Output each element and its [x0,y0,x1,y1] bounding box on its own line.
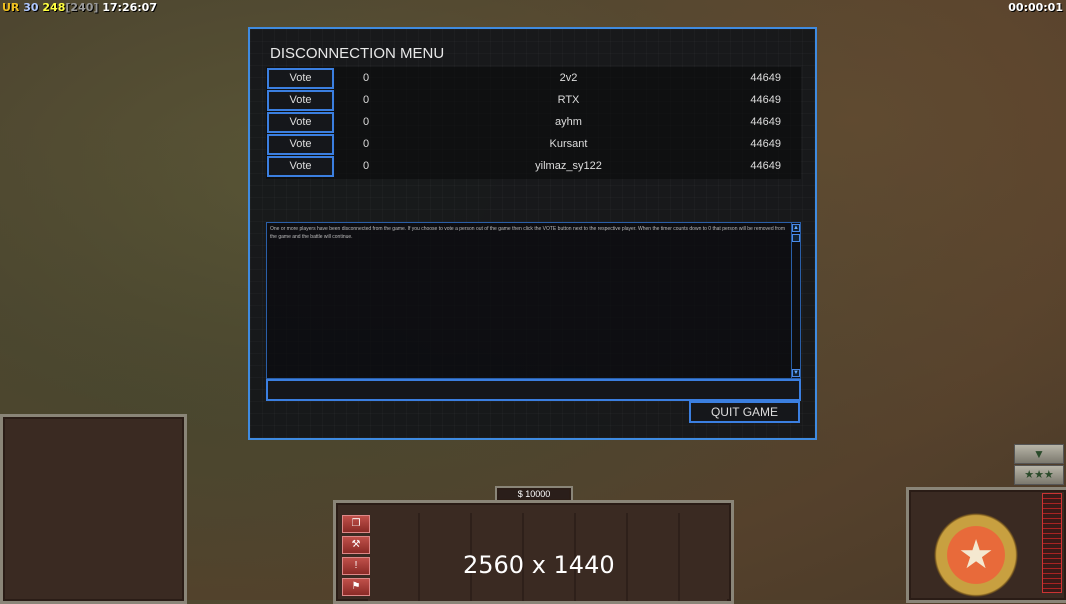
player-name: yilmaz_sy122 [535,160,602,172]
build-slots[interactable] [368,513,727,601]
resolution-overlay: 2560 x 1440 [463,551,615,579]
rank-meter [1042,493,1062,593]
player-name: RTX [557,94,580,106]
player-name: ayhm [555,116,582,128]
player-name: Kursant [549,138,588,150]
general-portrait-panel: ★ [906,487,1066,603]
ur-value: 30 [23,1,39,14]
player-row: Vote 0 2v2 44649 [266,67,801,89]
quit-game-button[interactable]: QUIT GAME [689,401,800,423]
message-box: One or more players have been disconnect… [266,222,801,379]
fps-value: 248 [42,1,66,14]
vote-count: 0 [363,94,370,106]
chat-input[interactable] [266,379,801,401]
player-row: Vote 0 yilmaz_sy122 44649 [266,155,801,177]
collapse-down-icon[interactable]: ▼ [1014,444,1064,464]
vote-count: 0 [363,138,370,150]
disconnection-dialog: DISCONNECTION MENU Vote 0 2v2 44649 Vote 0 RT… [248,27,817,440]
scroll-up-icon[interactable]: ▲ [792,224,800,232]
vote-button[interactable]: Vote [267,156,334,177]
disconnect-message: One or more players have been disconnect… [270,226,786,240]
ur-label: UR [2,1,20,14]
alert-icon[interactable]: ! [342,557,370,575]
game-timer: 00:00:01 [1008,1,1063,14]
dialog-title: DISCONNECTION MENU [270,45,445,62]
vote-count: 0 [363,116,370,128]
beacon-icon[interactable]: ⚑ [342,578,370,596]
china-general-emblem-icon: ★ [931,510,1021,600]
wrench-icon[interactable]: ⚒ [342,536,370,554]
scroll-down-icon[interactable]: ▼ [792,369,800,377]
rank-stars-icon[interactable]: ★★★ [1014,465,1064,485]
hud-stats: UR 30 248[240] 17:26:07 [2,1,157,14]
scroll-thumb[interactable] [792,234,800,242]
fps-cap: [240] [65,1,99,14]
player-row: Vote 0 ayhm 44649 [266,111,801,133]
vote-button[interactable]: Vote [267,90,334,111]
player-row: Vote 0 Kursant 44649 [266,133,801,155]
player-row: Vote 0 RTX 44649 [266,89,801,111]
vote-button[interactable]: Vote [267,112,334,133]
radar-minimap[interactable] [0,414,187,604]
scrollbar[interactable]: ▲ ▼ [791,223,800,378]
vote-count: 0 [363,160,370,172]
options-windows-icon[interactable]: ❐ [342,515,370,533]
vote-button[interactable]: Vote [267,134,334,155]
player-name: 2v2 [559,72,578,84]
player-list: Vote 0 2v2 44649 Vote 0 RTX 44649 Vote 0 ayhm 446… [266,67,801,179]
player-ping: 44649 [750,94,781,106]
player-ping: 44649 [750,116,781,128]
player-ping: 44649 [750,72,781,84]
vote-count: 0 [363,72,370,84]
clock: 17:26:07 [102,1,157,14]
player-ping: 44649 [750,160,781,172]
vote-button[interactable]: Vote [267,68,334,89]
player-ping: 44649 [750,138,781,150]
